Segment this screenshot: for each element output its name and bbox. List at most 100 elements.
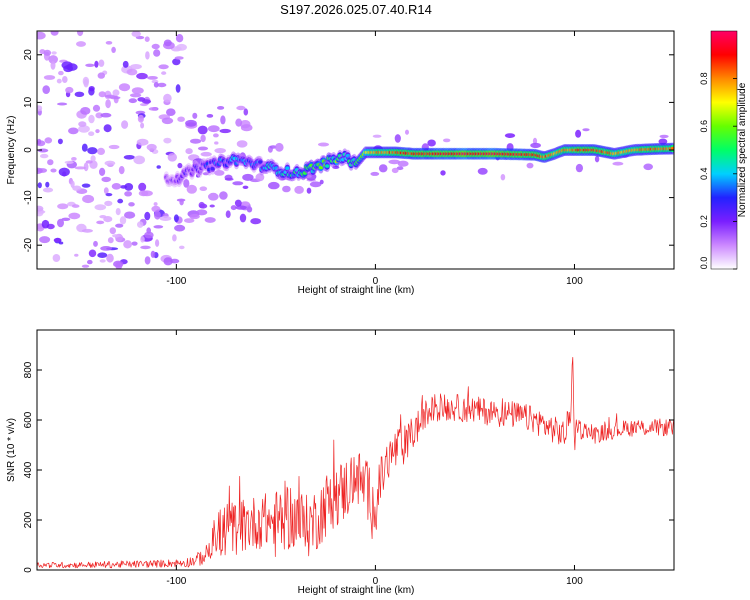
spectrogram-noise-cell [81, 264, 90, 268]
spectrogram-xtick-label: -100 [166, 276, 186, 287]
spectrogram-ytick-label: -20 [23, 238, 34, 253]
spectrogram-noise-cell [140, 236, 145, 243]
spectrogram-noise-cell [124, 211, 136, 219]
spectrogram-noise-cell [575, 129, 582, 138]
spectrogram-xtick-label: 100 [566, 276, 583, 287]
spectrogram-noise-cell [145, 51, 150, 60]
spectrogram-ridge-core [670, 146, 674, 151]
spectrogram-noise-cell [95, 112, 103, 119]
spectrogram-noise-cell [175, 34, 184, 43]
snr-ylabel: SNR (10 * v/v) [6, 418, 17, 482]
spectrogram-noise-cell [242, 185, 249, 189]
spectrogram-noise-cell [128, 202, 135, 207]
spectrogram-noise-cell [151, 205, 161, 213]
spectrogram-noise-cell [378, 164, 388, 173]
spectrogram-noise-cell [71, 204, 80, 208]
spectrogram-noise-cell [128, 98, 137, 104]
spectrogram-noise-cell [643, 163, 653, 171]
spectrogram-noise-cell [62, 76, 68, 83]
snr-xlabel: Height of straight line (km) [298, 585, 415, 596]
spectrogram-noise-cell [235, 118, 243, 127]
spectrogram-noise-cell [109, 227, 117, 235]
spectrogram-noise-cell [37, 205, 44, 212]
snr-ytick-label: 200 [23, 511, 34, 528]
spectrogram-noise-cell [443, 138, 451, 143]
spectrogram-noise-cell [144, 211, 151, 221]
spectrogram-noise-cell [97, 72, 106, 79]
spectrogram-noise-cell [68, 127, 79, 135]
spectrogram-noise-cell [140, 103, 148, 107]
spectrogram-noise-cell [230, 205, 237, 211]
spectrogram-noise-cell [100, 112, 112, 118]
spectrogram-noise-cell [174, 224, 186, 232]
spectrogram-noise-cell [42, 85, 50, 94]
spectrogram-noise-cell [504, 133, 516, 139]
spectrogram-noise-cell [137, 221, 144, 228]
spectrogram-noise-cell [166, 108, 176, 116]
spectrogram-noise-cell [173, 214, 179, 223]
spectrogram-noise-cell [370, 171, 380, 176]
spectrogram-noise-cell [105, 41, 113, 45]
spectrogram-noise-cell [176, 43, 188, 51]
spectrogram-noise-cell [220, 115, 226, 125]
spectrogram-noise-cell [214, 148, 226, 154]
spectrogram-noise-cell [140, 245, 151, 250]
spectrogram-noise-cell [51, 51, 57, 55]
spectrogram-noise-cell [183, 179, 190, 188]
spectrogram-noise-cell [94, 204, 107, 211]
spectrogram-noise-cell [96, 220, 105, 225]
spectrogram-noise-cell [37, 167, 43, 174]
spectrogram-noise-cell [105, 193, 113, 197]
spectrogram-noise-cell [124, 191, 132, 197]
snr-panel: -100 0 100 0 200 400 600 800 Height of straight… [6, 329, 675, 596]
spectrogram-noise-cell [177, 116, 185, 122]
spectrogram-ridge-core [210, 166, 215, 171]
spectrogram-noise-cell [64, 160, 74, 164]
spectrogram-noise-cell [93, 240, 98, 247]
colorbar-tick-label: 0.4 [699, 168, 709, 181]
spectrogram-noise-cell [88, 249, 97, 258]
spectrogram-noise-cell [70, 180, 75, 188]
spectrogram-noise-cell [112, 234, 120, 238]
spectrogram-noise-cell [163, 93, 172, 103]
spectrogram-noise-cell [37, 105, 43, 112]
spectrogram-ytick-label: 10 [23, 96, 34, 108]
colorbar-strip [711, 31, 737, 269]
spectrogram-noise-cell [48, 55, 58, 64]
spectrogram-noise-cell [37, 182, 42, 189]
spectrogram-ridge-core [258, 160, 263, 164]
spectrogram-noise-cell [500, 174, 506, 181]
spectrogram-noise-cell [161, 117, 174, 125]
spectrogram-noise-cell [179, 198, 184, 206]
spectrogram-noise-cell [94, 60, 99, 68]
spectrogram-noise-cell [156, 165, 161, 169]
spectrogram-noise-cell [104, 94, 117, 99]
spectrogram-noise-cell [282, 185, 291, 193]
spectrogram-noise-cell [39, 236, 51, 244]
snr-frame [36, 329, 675, 571]
spectrogram-noise-cell [144, 256, 151, 265]
spectrogram-noise-cell [131, 31, 141, 37]
spectrogram-noise-cell [161, 71, 167, 75]
spectrogram-noise-cell [40, 153, 49, 159]
spectrogram-noise-cell [42, 187, 54, 193]
spectrogram-noise-cell [179, 245, 185, 250]
spectrogram-noise-cell [163, 257, 173, 266]
spectrogram-noise-cell [77, 31, 84, 37]
spectrogram-noise-cell [185, 148, 193, 155]
spectrogram-noise-cell [115, 208, 121, 216]
spectrogram-noise-cell [88, 86, 95, 92]
spectrogram-noise-cell [50, 61, 56, 70]
spectrogram-noise-cell [47, 159, 54, 166]
spectrogram-noise-cell [140, 122, 145, 129]
spectrogram-noise-cell [99, 215, 107, 219]
spectrogram-noise-cell [122, 60, 129, 68]
spectrogram-noise-cell [92, 104, 101, 112]
spectrogram-noise-cell [207, 125, 220, 133]
spectrogram-noise-cell [275, 142, 284, 152]
spectrogram-noise-cell [214, 141, 219, 145]
spectrogram-noise-cell [394, 134, 401, 143]
spectrogram-noise-cell [130, 64, 142, 70]
spectrogram-noise-cell [153, 225, 164, 229]
